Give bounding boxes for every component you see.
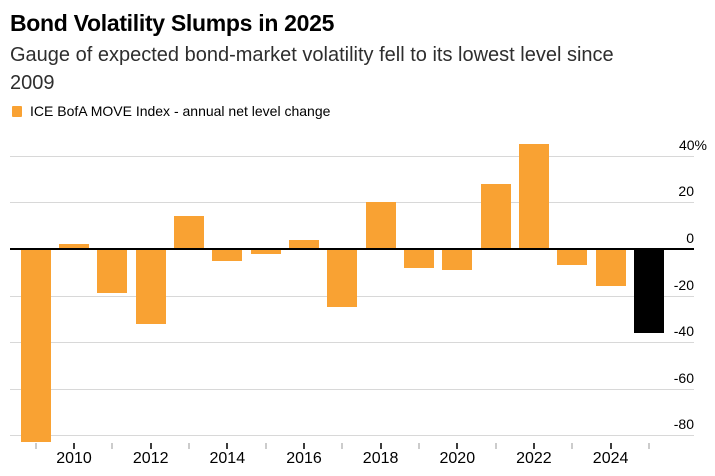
x-axis-label: 2018 (362, 450, 399, 467)
bar-2015 (250, 249, 281, 254)
x-tick-2012 (149, 443, 152, 449)
gridline-20 (10, 202, 694, 203)
gridline--80 (10, 435, 694, 436)
bar-2011 (97, 249, 128, 294)
bar-2025 (633, 249, 664, 333)
x-axis-label: 2016 (286, 450, 322, 467)
chart-subtitle: Gauge of expected bond-market volatility… (10, 44, 614, 94)
x-tick-2021 (494, 443, 497, 449)
y-axis-label: 40% (678, 137, 707, 153)
bar-2021 (480, 183, 511, 249)
x-axis-label: 2022 (516, 450, 552, 467)
x-tick-2017 (341, 443, 344, 449)
x-tick-2016 (303, 443, 305, 449)
y-axis-label: -40 (673, 323, 694, 339)
bar-2014 (212, 249, 243, 261)
x-axis-label: 2010 (56, 450, 92, 467)
x-tick-2022 (532, 443, 535, 449)
x-tick-2009 (34, 443, 37, 449)
x-axis-label: 2020 (439, 450, 476, 467)
legend-label: ICE BofA MOVE Index - annual net level c… (30, 103, 331, 119)
x-tick-2024 (609, 443, 612, 449)
x-tick-2015 (264, 443, 267, 449)
x-tick-2019 (417, 443, 420, 449)
x-tick-2023 (571, 443, 574, 449)
gridline--60 (10, 389, 694, 390)
bar-2024 (595, 249, 626, 287)
gridline-40 (10, 156, 694, 157)
x-axis-label: 2012 (132, 450, 169, 467)
x-tick-2014 (226, 443, 229, 449)
bar-2009 (20, 249, 51, 443)
x-tick-2020 (456, 443, 459, 449)
legend: ICE BofA MOVE Index - annual net level c… (12, 103, 330, 119)
bar-2013 (174, 216, 204, 249)
x-tick-2025 (647, 443, 650, 449)
zero-axis-line (10, 248, 694, 250)
y-axis-label: 0 (686, 230, 694, 246)
bar-2020 (442, 249, 473, 270)
x-tick-2018 (379, 443, 382, 449)
bar-2023 (557, 249, 588, 266)
x-tick-2011 (111, 443, 114, 449)
bar-2022 (518, 144, 549, 249)
chart-title: Bond Volatility Slumps in 2025 (10, 10, 335, 36)
y-axis-label: 20 (678, 183, 694, 199)
bar-2010 (59, 244, 89, 249)
legend-swatch-icon (12, 105, 22, 117)
y-axis-label: -20 (673, 277, 694, 293)
bar-2019 (403, 249, 434, 268)
x-tick-2010 (73, 443, 75, 449)
y-axis-label: -80 (673, 416, 694, 432)
bar-2017 (327, 249, 358, 308)
x-axis-label: 2014 (209, 450, 246, 467)
x-tick-2013 (188, 443, 190, 449)
gridline--40 (10, 342, 694, 343)
bar-2012 (135, 249, 166, 324)
x-axis-label: 2024 (592, 450, 629, 467)
y-axis-label: -60 (673, 370, 694, 386)
bar-2018 (365, 202, 396, 249)
bar-2016 (289, 239, 319, 249)
